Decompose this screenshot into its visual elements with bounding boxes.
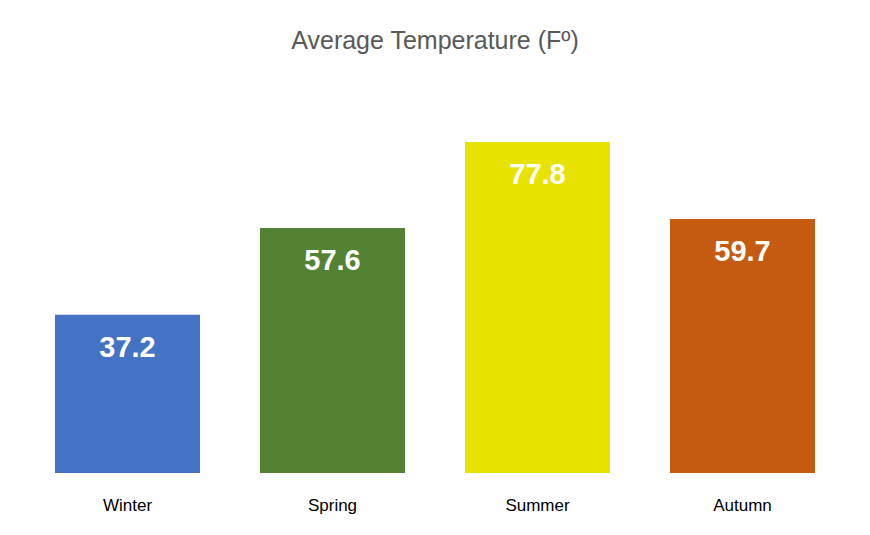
svg-text:Winter: Winter (103, 496, 152, 515)
svg-text:Summer: Summer (505, 496, 570, 515)
svg-text:57.6: 57.6 (304, 244, 360, 276)
svg-text:Average Temperature (Fº): Average Temperature (Fº) (291, 26, 579, 54)
svg-text:Autumn: Autumn (713, 496, 772, 515)
svg-text:37.2: 37.2 (99, 331, 155, 363)
svg-text:Spring: Spring (308, 496, 357, 515)
svg-text:77.8: 77.8 (509, 158, 565, 190)
svg-text:59.7: 59.7 (714, 235, 770, 267)
